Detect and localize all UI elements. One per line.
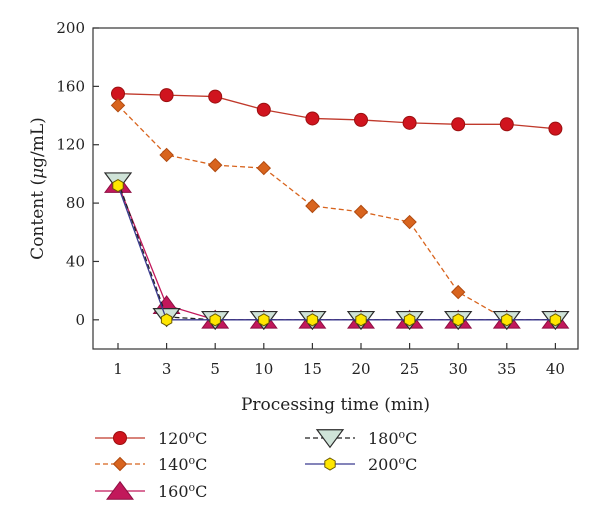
legend-marker [106,480,134,500]
data-point [402,115,417,130]
legend-marker [315,429,345,449]
legend-marker [113,431,127,445]
legend: 120oC 140oC 160oC 180oC 200oC [95,428,417,501]
x-tick-label: 30 [449,360,468,378]
legend-marker [112,456,128,472]
data-point [549,313,562,327]
data-point [451,117,466,132]
x-tick-label: 20 [351,360,370,378]
series-2 [104,173,570,329]
legend-item: 160oC [95,480,207,501]
data-point [159,147,174,163]
data-point [209,313,221,327]
x-tick-label: 15 [303,360,322,378]
data-point [354,112,368,127]
series-4 [112,179,562,327]
legend-item: 120oC [95,428,207,448]
legend-label: 180oC [368,428,417,448]
plot-frame [92,27,579,350]
legend-marker [324,457,336,471]
x-tick-label: 10 [254,360,273,378]
y-tick-label: 80 [66,194,85,212]
data-point [403,313,416,327]
data-point [112,179,124,193]
series-line [117,104,556,321]
series-3 [103,172,570,331]
legend-label: 200oC [368,454,417,474]
series-0 [111,86,563,136]
data-point [256,160,272,176]
data-point [160,313,173,327]
data-point [306,313,319,327]
data-point [305,198,320,214]
x-tick-label: 25 [400,360,419,378]
legend-label: 160oC [158,481,207,501]
x-tick-label: 1 [113,360,123,378]
data-point [501,313,513,327]
x-tick-label: 3 [162,360,172,378]
y-axis-label: Content (μg/mL) [28,117,48,260]
data-point [305,111,320,126]
data-point [207,157,223,173]
series-line [117,183,556,321]
legend-item: 180oC [305,428,417,449]
y-tick-label: 200 [56,19,85,37]
series-line [117,185,556,321]
data-point [208,89,223,104]
x-axis-label: Processing time (min) [241,395,430,415]
data-point [402,214,417,230]
data-point [159,88,174,103]
x-tick-label: 35 [497,360,516,378]
legend-item: 140oC [95,454,207,474]
x-tick-label: 40 [546,360,565,378]
x-tick-label: 5 [210,360,220,378]
legend-item: 200oC [305,454,417,474]
y-tick-label: 40 [66,252,85,270]
series-layer [103,86,570,331]
data-point [256,102,271,117]
legend-label: 140oC [158,454,207,474]
series-line [117,93,556,130]
data-point [353,204,369,220]
series-1 [110,98,563,328]
data-point [452,313,464,327]
data-point [110,98,126,113]
y-tick-label: 0 [75,311,85,329]
data-point [548,121,563,136]
legend-label: 120oC [158,428,207,448]
data-point [258,313,270,327]
data-point [450,284,466,300]
data-point [355,313,367,327]
y-tick-label: 160 [56,77,85,95]
data-point [499,117,514,132]
y-tick-label: 120 [56,136,85,154]
series-line [117,180,556,321]
